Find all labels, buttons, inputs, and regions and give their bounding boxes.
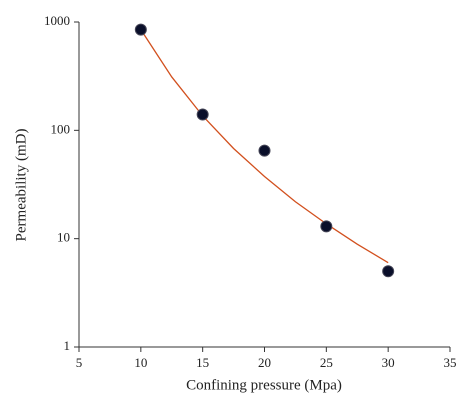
x-tick-label: 10 (134, 355, 147, 370)
x-tick-label: 15 (196, 355, 209, 370)
trend-line (140, 29, 389, 264)
x-axis-label: Confining pressure (Mpa) (186, 377, 342, 393)
x-tick-label: 20 (258, 355, 271, 370)
x-tick-label: 5 (76, 355, 83, 370)
x-tick-label: 30 (382, 355, 395, 370)
point (258, 144, 271, 157)
point (134, 23, 147, 36)
point (320, 220, 333, 233)
point (382, 265, 395, 278)
y-tick-label: 1000 (44, 13, 70, 28)
y-axis-label: Permeability (mD) (13, 129, 29, 242)
x-tick-label: 25 (320, 355, 333, 370)
x-tick-label: 35 (444, 355, 457, 370)
y-tick-label: 100 (51, 121, 71, 136)
y-tick-label: 1 (64, 338, 71, 353)
y-tick-label: 10 (57, 230, 70, 245)
point (196, 108, 209, 121)
